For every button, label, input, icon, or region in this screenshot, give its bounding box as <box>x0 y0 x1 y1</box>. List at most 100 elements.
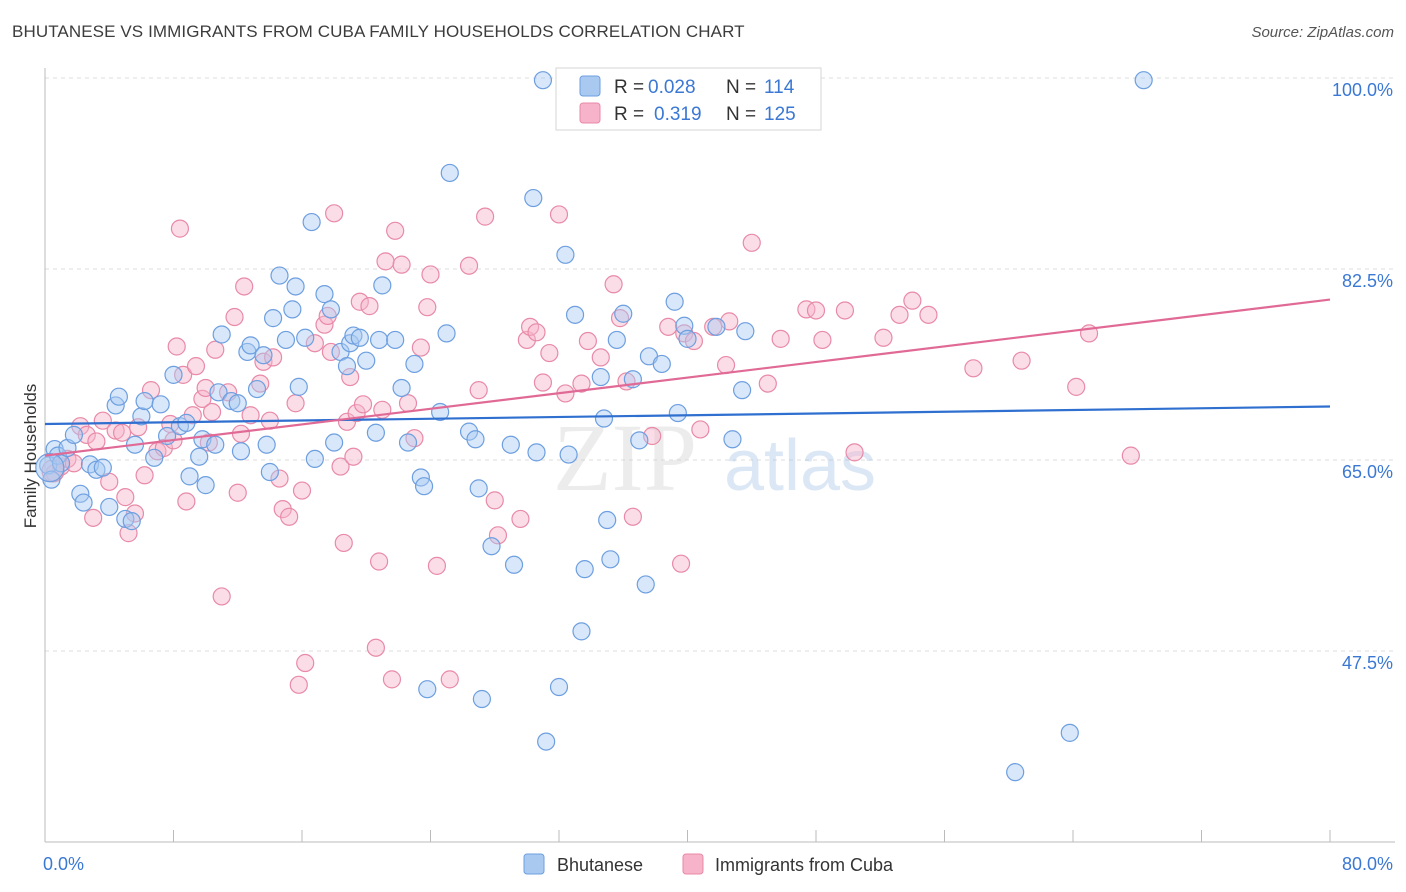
y-tick-labels: 100.0% 82.5% 65.0% 47.5% <box>1332 80 1393 673</box>
cuba-point <box>549 205 569 224</box>
bhutanese-point <box>501 435 520 454</box>
cuba-point <box>174 365 193 384</box>
cuba-point <box>578 331 598 351</box>
cuba-point <box>540 343 559 363</box>
cuba-point <box>289 675 308 694</box>
bottom-legend-swatch-cuba <box>682 853 704 875</box>
x-tick-label-min: 0.0% <box>43 854 84 874</box>
cuba-point <box>459 256 479 275</box>
bhutanese-point <box>469 479 488 498</box>
cuba-point <box>305 334 324 353</box>
cuba-point <box>623 507 642 526</box>
cuba-point <box>370 552 389 571</box>
cuba-point <box>177 492 196 511</box>
bhutanese-point <box>35 453 65 483</box>
y-tick-label: 100.0% <box>1332 80 1393 100</box>
bhutanese-point <box>228 394 247 413</box>
bottom-legend-swatch-bhutanese <box>523 853 545 875</box>
bhutanese-point <box>524 188 543 208</box>
bhutanese-point <box>527 443 546 462</box>
bhutanese-point <box>668 403 687 423</box>
cuba-point <box>341 367 360 387</box>
cuba-point <box>671 554 691 573</box>
bhutanese-point <box>325 433 344 452</box>
bhutanese-points <box>35 68 1153 782</box>
y-tick-label: 65.0% <box>1342 462 1393 482</box>
cuba-point <box>591 348 610 367</box>
cuba-point <box>386 221 405 240</box>
bhutanese-point <box>572 622 591 641</box>
legend-n-label-2: N = <box>726 104 756 125</box>
bottom-legend-label-bhutanese: Bhutanese <box>557 855 643 875</box>
cuba-point <box>87 432 106 451</box>
cuba-point <box>167 337 186 356</box>
bhutanese-point <box>132 407 151 426</box>
cuba-point <box>254 352 273 371</box>
bhutanese-point <box>122 512 141 531</box>
cuba-point <box>392 255 411 274</box>
cuba-point <box>93 411 112 430</box>
cuba-point <box>334 533 353 553</box>
bhutanese-point <box>296 328 315 347</box>
y-axis-title: Family Households <box>21 384 40 529</box>
cuba-point <box>77 425 96 444</box>
watermark-atlas: atlas <box>724 426 876 506</box>
bhutanese-point <box>665 292 684 311</box>
cuba-point <box>890 305 909 324</box>
bhutanese-point <box>286 277 305 296</box>
bhutanese-point <box>64 425 84 444</box>
cuba-point <box>716 355 736 375</box>
cuba-point <box>659 317 678 336</box>
bhutanese-point <box>164 365 183 384</box>
bhutanese-point <box>398 433 418 452</box>
cuba-point <box>251 374 270 393</box>
cuba-point <box>273 500 292 519</box>
bhutanese-point <box>601 550 620 569</box>
bhutanese-trend-line <box>44 405 1331 426</box>
bhutanese-point <box>260 462 279 482</box>
bhutanese-point <box>93 458 112 477</box>
bhutanese-point <box>549 677 569 697</box>
cuba-point <box>604 275 623 294</box>
cuba-point <box>331 457 350 476</box>
cuba-point <box>135 466 154 485</box>
cuba-point <box>376 252 395 271</box>
cuba-point <box>771 329 790 348</box>
bhutanese-point <box>591 367 610 387</box>
bhutanese-point <box>418 680 437 699</box>
bhutanese-point <box>370 330 389 350</box>
bhutanese-point <box>1006 763 1025 782</box>
cuba-point <box>398 394 418 413</box>
bhutanese-point <box>305 449 324 469</box>
cuba-point <box>742 233 761 252</box>
cuba-point <box>64 454 84 473</box>
bhutanese-point <box>373 276 392 295</box>
bhutanese-point <box>74 493 93 512</box>
bhutanese-point <box>607 330 626 350</box>
y-tick-label: 47.5% <box>1342 653 1393 673</box>
cuba-point <box>964 359 983 378</box>
cuba-point <box>675 324 694 343</box>
source-label: Source: ZipAtlas.com <box>1251 24 1394 41</box>
bhutanese-point <box>466 430 485 449</box>
bhutanese-point <box>366 423 385 442</box>
bhutanese-point <box>459 422 479 441</box>
cuba-point <box>418 298 437 317</box>
cuba-point <box>270 469 289 488</box>
bhutanese-point <box>270 266 289 285</box>
bhutanese-point <box>482 537 501 556</box>
cuba-point <box>813 330 832 350</box>
bhutanese-point <box>206 435 225 454</box>
bhutanese-point <box>678 329 697 348</box>
cuba-point <box>154 438 173 458</box>
bhutanese-point <box>247 379 267 399</box>
cuba-point <box>1067 377 1086 396</box>
cuba-point <box>440 670 459 689</box>
legend: R = 0.028 N = 114 R = 0.319 N = 125 <box>555 67 822 131</box>
bhutanese-point <box>1134 71 1153 90</box>
cuba-point <box>845 443 864 462</box>
bhutanese-point <box>337 357 357 376</box>
bhutanese-point <box>109 387 128 406</box>
bhutanese-point <box>289 377 308 396</box>
bhutanese-point <box>405 354 424 374</box>
